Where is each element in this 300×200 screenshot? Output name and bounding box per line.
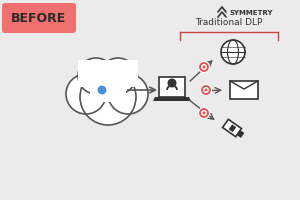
Circle shape	[100, 58, 136, 94]
Circle shape	[201, 110, 207, 116]
Circle shape	[199, 108, 209, 118]
FancyBboxPatch shape	[159, 77, 185, 97]
FancyBboxPatch shape	[230, 81, 258, 99]
Circle shape	[78, 58, 114, 94]
Polygon shape	[237, 130, 244, 138]
Circle shape	[202, 66, 206, 68]
Circle shape	[201, 64, 207, 70]
Polygon shape	[153, 97, 191, 101]
Circle shape	[202, 112, 206, 114]
Polygon shape	[90, 82, 126, 102]
Circle shape	[97, 85, 107, 95]
Circle shape	[66, 74, 106, 114]
Circle shape	[199, 62, 209, 72]
Circle shape	[205, 88, 208, 92]
Circle shape	[167, 78, 176, 88]
Polygon shape	[223, 119, 242, 137]
Circle shape	[80, 69, 136, 125]
Circle shape	[221, 40, 245, 64]
FancyBboxPatch shape	[2, 3, 76, 33]
Text: Traditional DLP: Traditional DLP	[195, 18, 263, 27]
Circle shape	[203, 87, 209, 93]
Text: BEFORE: BEFORE	[11, 11, 67, 24]
Polygon shape	[78, 60, 138, 87]
Circle shape	[108, 74, 148, 114]
Polygon shape	[229, 124, 236, 132]
Text: SYMMETRY: SYMMETRY	[230, 10, 274, 16]
Circle shape	[200, 84, 211, 96]
